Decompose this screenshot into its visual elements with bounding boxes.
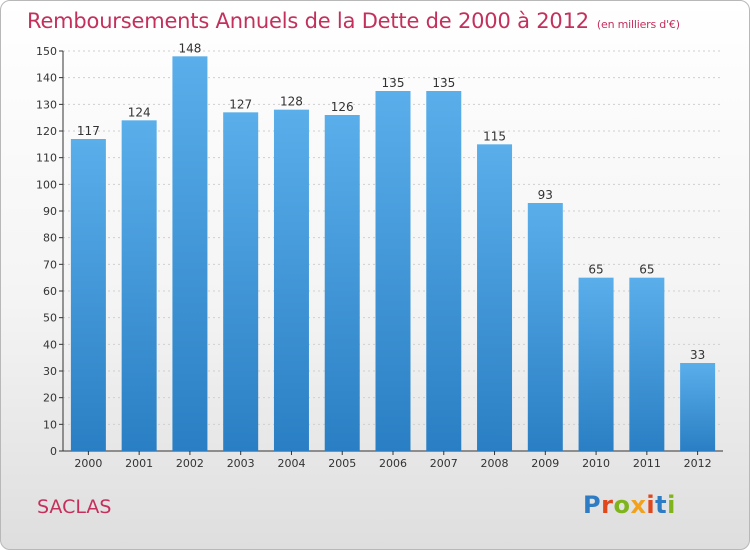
y-tick-label: 20 [43,392,57,405]
bar-value-label: 126 [331,100,354,114]
x-tick-label: 2001 [125,457,153,470]
bar [680,363,716,451]
y-tick-label: 80 [43,232,57,245]
chart-title-text: Remboursements Annuels de la Dette de 20… [27,9,589,33]
x-tick-label: 2003 [227,457,255,470]
x-tick-label: 2006 [379,457,407,470]
x-tick-label: 2010 [582,457,610,470]
y-tick-label: 150 [36,45,57,58]
bar-value-label: 33 [690,348,705,362]
y-tick-label: 70 [43,258,57,271]
y-tick-label: 120 [36,125,57,138]
y-tick-label: 50 [43,312,57,325]
bar [426,91,462,451]
bar-value-label: 135 [382,76,405,90]
bar [477,144,513,452]
x-tick-label: 2000 [74,457,102,470]
bar-value-label: 115 [483,129,506,143]
y-tick-label: 140 [36,72,57,85]
x-tick-label: 2008 [481,457,509,470]
x-tick-label: 2009 [531,457,559,470]
x-tick-label: 2004 [277,457,305,470]
y-tick-label: 0 [50,445,57,458]
y-tick-label: 60 [43,285,57,298]
bar-value-label: 124 [128,105,151,119]
bar [375,91,411,451]
bar-value-label: 65 [588,263,603,277]
bar [70,139,106,451]
proxiti-logo: Proxiti [583,491,676,519]
city-name: SACLAS [37,496,112,518]
bar-value-label: 117 [77,124,100,138]
x-tick-label: 2005 [328,457,356,470]
bar-value-label: 93 [538,188,553,202]
y-tick-label: 100 [36,178,57,191]
bar-value-label: 128 [280,95,303,109]
bar-value-label: 65 [639,263,654,277]
bar [223,112,259,451]
chart-title: Remboursements Annuels de la Dette de 20… [27,9,680,33]
x-tick-label: 2007 [430,457,458,470]
x-tick-label: 2002 [176,457,204,470]
bar-value-label: 148 [178,41,201,55]
y-tick-label: 90 [43,205,57,218]
bar-value-label: 135 [432,76,455,90]
x-tick-label: 2012 [684,457,712,470]
chart-unit: (en milliers d'€) [596,18,680,31]
y-tick-label: 10 [43,418,57,431]
bar-value-label: 127 [229,97,252,111]
bar [578,277,614,451]
y-tick-label: 40 [43,338,57,351]
bar [172,56,208,451]
bar [527,203,563,451]
y-tick-label: 110 [36,152,57,165]
bar [324,115,360,451]
y-tick-label: 30 [43,365,57,378]
bar [121,120,157,451]
y-tick-label: 130 [36,98,57,111]
x-tick-label: 2011 [633,457,661,470]
bar [629,277,665,451]
bar [273,109,309,452]
